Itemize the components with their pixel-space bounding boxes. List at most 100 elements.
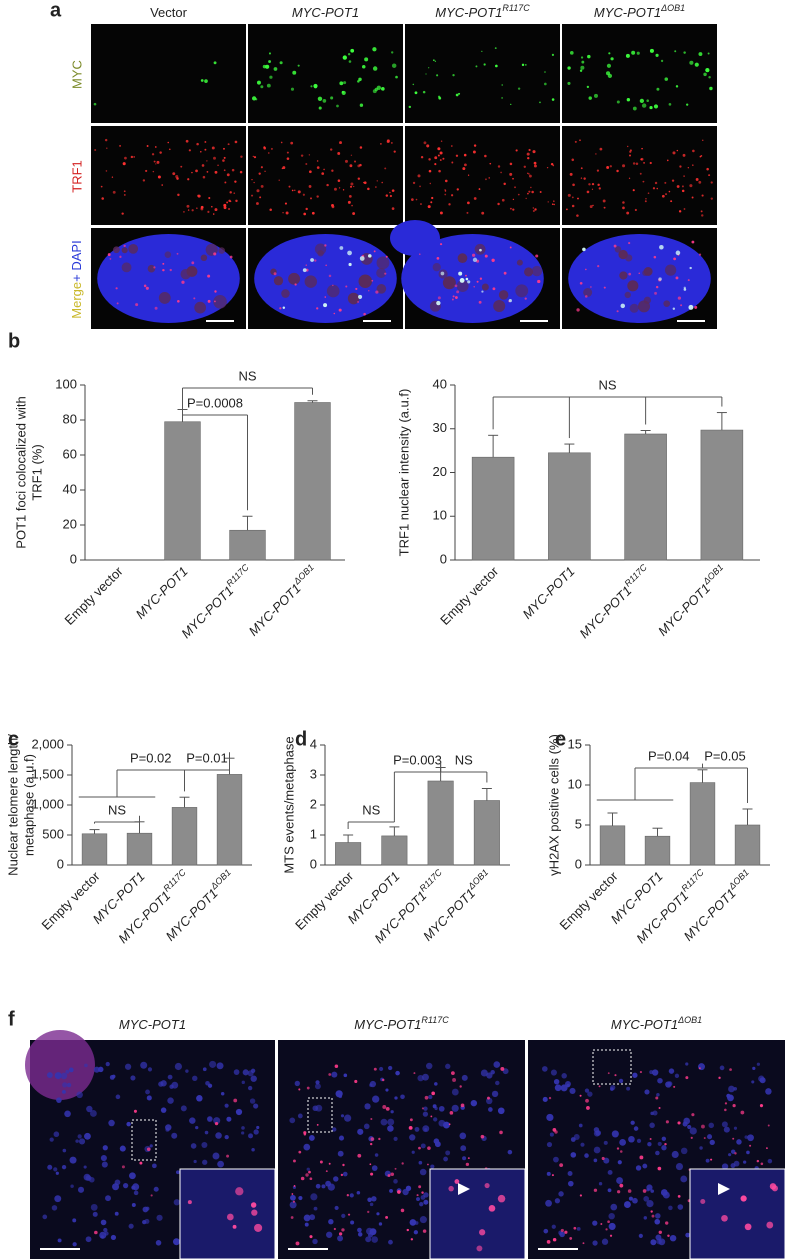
fluorescent-dot	[628, 177, 631, 179]
fluorescent-dot	[336, 104, 339, 108]
fluorescent-dot	[616, 310, 619, 313]
fluorescent-dot	[333, 1176, 339, 1182]
fluorescent-dot	[376, 180, 378, 182]
fluorescent-dot	[635, 1165, 642, 1171]
fluorescent-dot	[169, 1084, 174, 1089]
fluorescent-dot	[409, 1219, 417, 1226]
fluorescent-dot	[492, 287, 496, 291]
fluorescent-dot	[534, 208, 537, 211]
fluorescent-dot	[476, 1245, 483, 1252]
fluorescent-dot	[632, 106, 637, 111]
fluorescent-dot	[647, 1142, 652, 1147]
nucleus	[401, 234, 544, 323]
fluorescent-dot	[733, 1086, 738, 1091]
fluorescent-dot	[334, 187, 337, 191]
fluorescent-dot	[260, 85, 264, 89]
fluorescent-dot	[559, 1163, 564, 1168]
fluorescent-dot	[628, 1196, 633, 1201]
fluorescent-dot	[747, 1134, 754, 1142]
fluorescent-dot	[603, 206, 606, 209]
fluorescent-dot	[100, 1219, 107, 1226]
fluorescent-dot	[500, 171, 502, 174]
x-tick-label: MYC-POT1	[520, 564, 578, 622]
fluorescent-dot	[222, 159, 225, 162]
fluorescent-dot	[664, 264, 677, 276]
fluorescent-dot	[414, 1126, 420, 1132]
fluorescent-dot	[358, 77, 362, 82]
fluorescent-dot	[387, 1065, 393, 1071]
fluorescent-dot	[429, 182, 432, 185]
fluorescent-dot	[597, 264, 600, 268]
fluorescent-dot	[94, 149, 97, 152]
fluorescent-dot	[279, 307, 282, 310]
fluorescent-dot	[639, 1070, 643, 1074]
fluorescent-dot	[638, 272, 641, 275]
fluorescent-dot	[226, 1213, 234, 1221]
fluorescent-dot	[280, 141, 283, 144]
fluorescent-dot	[488, 1107, 493, 1112]
fluorescent-dot	[433, 1117, 438, 1122]
fluorescent-dot	[438, 1119, 446, 1127]
fluorescent-dot	[357, 1153, 362, 1158]
x-tick-label-sup: ΔOB1	[291, 562, 316, 587]
annotation: NS	[238, 368, 256, 383]
fluorescent-dot	[124, 156, 127, 160]
fluorescent-dot	[656, 187, 659, 190]
fluorescent-dot	[699, 1146, 703, 1150]
fluorescent-dot	[350, 185, 353, 188]
fluorescent-dot	[251, 194, 254, 197]
fluorescent-dot	[673, 257, 676, 261]
fluorescent-dot	[456, 290, 460, 294]
column-label-main: MYC-POT1	[594, 5, 661, 20]
fluorescent-dot	[603, 1140, 608, 1145]
fluorescent-dot	[655, 1234, 662, 1241]
fluorescent-dot	[552, 1237, 557, 1242]
fluorescent-dot	[288, 272, 301, 285]
fluorescent-dot	[375, 290, 379, 294]
fluorescent-dot	[437, 296, 441, 300]
fluorescent-dot	[479, 248, 482, 252]
fluorescent-dot	[675, 85, 679, 88]
fluorescent-dot	[196, 207, 198, 210]
y-axis-label: POT1 foci colocalized with	[13, 396, 28, 548]
fluorescent-dot	[241, 1131, 245, 1135]
fluorescent-dot	[158, 1081, 164, 1087]
fluorescent-dot	[359, 256, 365, 261]
fluorescent-dot	[698, 52, 703, 57]
fluorescent-dot	[253, 1129, 259, 1135]
fluorescent-dot	[112, 190, 116, 194]
fluorescent-dot	[639, 98, 644, 103]
fluorescent-dot	[643, 1196, 650, 1202]
fluorescent-dot	[310, 197, 312, 200]
fluorescent-dot	[260, 184, 264, 188]
fluorescent-dot	[162, 268, 165, 272]
column-label: MYC-POT1	[119, 1017, 186, 1032]
fluorescent-dot	[644, 200, 647, 203]
fluorescent-dot	[467, 1157, 470, 1160]
fluorescent-dot	[532, 210, 535, 213]
fluorescent-dot	[101, 1161, 108, 1168]
fluorescent-dot	[649, 105, 653, 110]
fluorescent-dot	[151, 153, 155, 156]
fluorescent-dot	[554, 1084, 562, 1092]
fluorescent-dot	[542, 1096, 548, 1102]
fluorescent-dot	[316, 307, 319, 310]
fluorescent-dot	[465, 277, 469, 281]
fluorescent-dot	[660, 1189, 668, 1196]
fluorescent-dot	[100, 1155, 107, 1162]
fluorescent-dot	[517, 87, 521, 90]
fluorescent-dot	[348, 60, 352, 63]
fluorescent-dot	[191, 209, 194, 212]
fluorescent-dot	[262, 64, 267, 69]
fluorescent-dot	[679, 165, 682, 168]
fluorescent-dot	[653, 104, 659, 109]
fluorescent-dot	[732, 1104, 736, 1108]
fluorescent-dot	[627, 145, 629, 148]
fluorescent-dot	[354, 1079, 358, 1084]
fluorescent-dot	[113, 246, 120, 254]
fluorescent-dot	[314, 1083, 321, 1090]
y-tick-label: 10	[433, 508, 447, 523]
fluorescent-dot	[268, 60, 271, 63]
fluorescent-dot	[195, 1126, 199, 1130]
fluorescent-dot	[710, 181, 713, 184]
